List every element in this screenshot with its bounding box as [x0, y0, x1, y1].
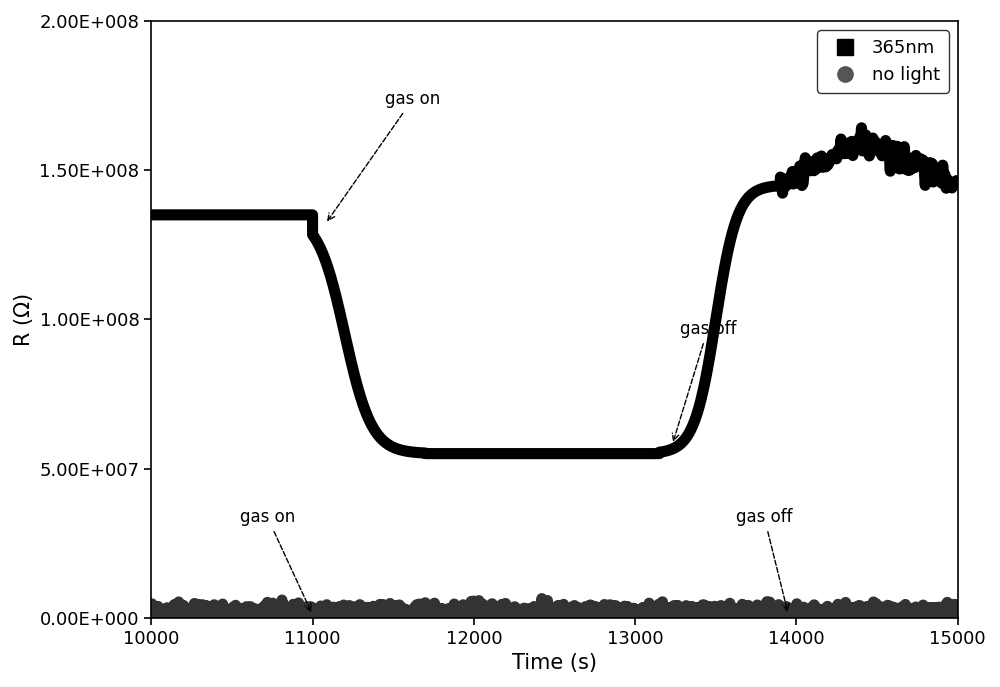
Line: 365nm: 365nm [151, 128, 958, 453]
no light [781, 602, 793, 611]
X-axis label: Time (s): Time (s) [512, 653, 597, 673]
no light [516, 607, 528, 616]
Text: gas off: gas off [736, 508, 792, 611]
no light [929, 603, 941, 611]
365nm [780, 182, 792, 190]
365nm [399, 447, 411, 455]
no light [929, 606, 941, 614]
no light [186, 602, 198, 611]
365nm [874, 148, 886, 156]
365nm [419, 449, 431, 458]
Text: gas on: gas on [328, 91, 440, 221]
no light [952, 595, 964, 603]
no light [522, 611, 534, 619]
Legend: 365nm, no light: 365nm, no light [817, 30, 949, 93]
365nm [856, 124, 868, 132]
365nm [145, 211, 157, 219]
Text: gas on: gas on [240, 508, 311, 611]
365nm [694, 399, 706, 407]
no light [536, 594, 548, 602]
365nm [952, 178, 964, 186]
Line: no light: no light [151, 598, 958, 615]
365nm [422, 449, 434, 458]
Text: gas off: gas off [672, 320, 736, 440]
no light [145, 609, 157, 617]
Y-axis label: R (Ω): R (Ω) [14, 293, 34, 346]
no light [538, 609, 550, 618]
365nm [374, 433, 386, 442]
